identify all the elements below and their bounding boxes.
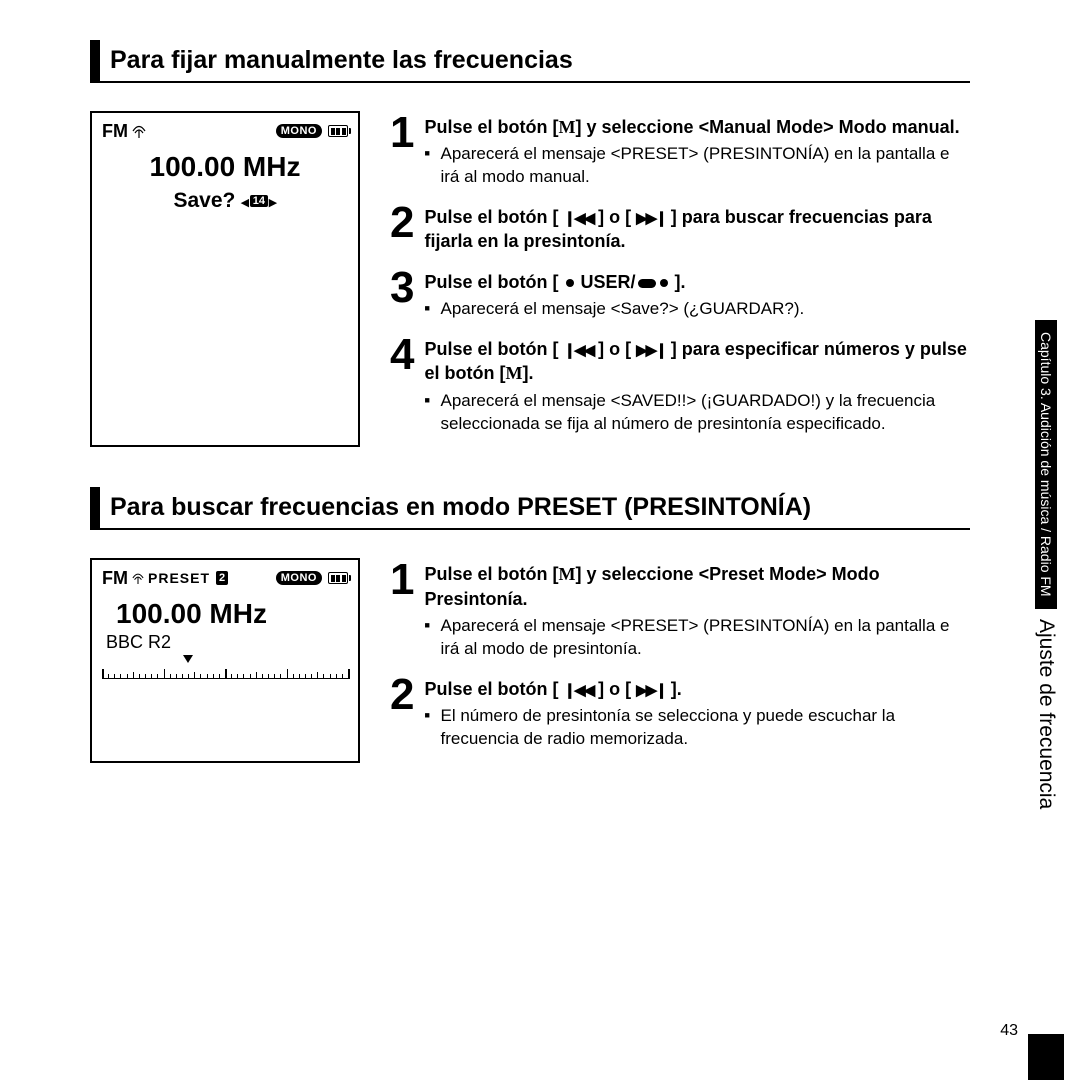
preset-label: PRESET <box>148 570 210 586</box>
fm-label: FM <box>102 568 128 589</box>
lcd-top: FM MONO <box>102 121 348 141</box>
step-bullet: Aparecerá el mensaje <Save?> (¿GUARDAR?)… <box>424 298 970 321</box>
step-title: Pulse el botón [ ❙◀◀ ] o [ ▶▶❙ ] para bu… <box>424 205 970 254</box>
m-icon: M <box>559 115 576 139</box>
step-1-4: 4 Pulse el botón [ ❙◀◀ ] o [ ▶▶❙ ] para … <box>390 333 970 435</box>
step-num: 1 <box>390 111 414 155</box>
fm-label: FM <box>102 121 128 142</box>
step-bullet: El número de presintonía se selecciona y… <box>424 705 970 751</box>
station-name: BBC R2 <box>106 632 348 653</box>
save-text: Save? <box>173 189 235 212</box>
side-tab-title: Ajuste de frecuencia <box>1030 609 1062 809</box>
dot-icon <box>660 279 668 287</box>
rewind-icon: ❙◀◀ <box>564 682 594 699</box>
mono-badge: MONO <box>276 571 322 585</box>
step-title: Pulse el botón [ USER/ ]. <box>424 270 970 294</box>
section2-heading: Para buscar frecuencias en modo PRESET (… <box>90 487 970 530</box>
step-1-3: 3 Pulse el botón [ USER/ ]. Aparecerá el… <box>390 266 970 321</box>
m-icon: M <box>505 361 522 385</box>
step-1-1: 1 Pulse el botón [M] y seleccione <Manua… <box>390 111 970 189</box>
step-num: 1 <box>390 558 414 602</box>
side-tab: Capítulo 3. Audición de música / Radio F… <box>1028 320 1064 880</box>
signal-icon <box>132 124 146 139</box>
side-tab-chapter: Capítulo 3. Audición de música / Radio F… <box>1035 320 1057 609</box>
lcd-top: FM PRESET 2 MONO <box>102 568 348 588</box>
m-icon: M <box>559 562 576 586</box>
step-bullet: Aparecerá el mensaje <SAVED!!> (¡GUARDAD… <box>424 390 970 436</box>
step-num: 3 <box>390 266 414 310</box>
preset-num-badge: 2 <box>216 571 228 585</box>
section2-body: FM PRESET 2 MONO 100.00 MHz BBC R2 1 Pul… <box>90 558 970 763</box>
rewind-icon: ❙◀◀ <box>564 342 594 359</box>
frequency-display: 100.00 MHz <box>102 151 348 183</box>
battery-icon <box>328 125 348 137</box>
step-num: 4 <box>390 333 414 377</box>
step-2-2: 2 Pulse el botón [ ❙◀◀ ] o [ ▶▶❙ ]. El n… <box>390 673 970 751</box>
step-title: Pulse el botón [ ❙◀◀ ] o [ ▶▶❙ ]. <box>424 677 970 701</box>
step-num: 2 <box>390 201 414 245</box>
save-prompt: Save? ◂14▸ <box>102 189 348 213</box>
rewind-icon: ❙◀◀ <box>564 210 594 227</box>
forward-icon: ▶▶❙ <box>636 342 666 359</box>
step-bullet: Aparecerá el mensaje <PRESET> (PRESINTON… <box>424 615 970 661</box>
step-num: 2 <box>390 673 414 717</box>
step-1-2: 2 Pulse el botón [ ❙◀◀ ] o [ ▶▶❙ ] para … <box>390 201 970 254</box>
dot-icon <box>566 279 574 287</box>
battery-icon <box>328 572 348 584</box>
page-number: 43 <box>1000 1022 1018 1040</box>
lcd-preset: FM PRESET 2 MONO 100.00 MHz BBC R2 <box>90 558 360 763</box>
section1-heading: Para fijar manualmente las frecuencias <box>90 40 970 83</box>
mono-badge: MONO <box>276 124 322 138</box>
section1-steps: 1 Pulse el botón [M] y seleccione <Manua… <box>390 111 970 447</box>
step-title: Pulse el botón [ ❙◀◀ ] o [ ▶▶❙ ] para es… <box>424 337 970 386</box>
section2-steps: 1 Pulse el botón [M] y seleccione <Prese… <box>390 558 970 763</box>
forward-icon: ▶▶❙ <box>636 210 666 227</box>
step-2-1: 1 Pulse el botón [M] y seleccione <Prese… <box>390 558 970 660</box>
signal-icon <box>132 572 144 585</box>
thumb-index <box>1028 1034 1064 1080</box>
tuner-ruler <box>102 657 348 679</box>
lcd-manual: FM MONO 100.00 MHz Save? ◂14▸ <box>90 111 360 447</box>
step-title: Pulse el botón [M] y seleccione <Manual … <box>424 115 970 139</box>
save-num: 14 <box>250 195 268 207</box>
frequency-display: 100.00 MHz <box>102 598 348 630</box>
section1-body: FM MONO 100.00 MHz Save? ◂14▸ 1 Pulse el… <box>90 111 970 447</box>
step-title: Pulse el botón [M] y seleccione <Preset … <box>424 562 970 611</box>
forward-icon: ▶▶❙ <box>636 682 666 699</box>
step-bullet: Aparecerá el mensaje <PRESET> (PRESINTON… <box>424 143 970 189</box>
pill-icon <box>638 279 656 288</box>
